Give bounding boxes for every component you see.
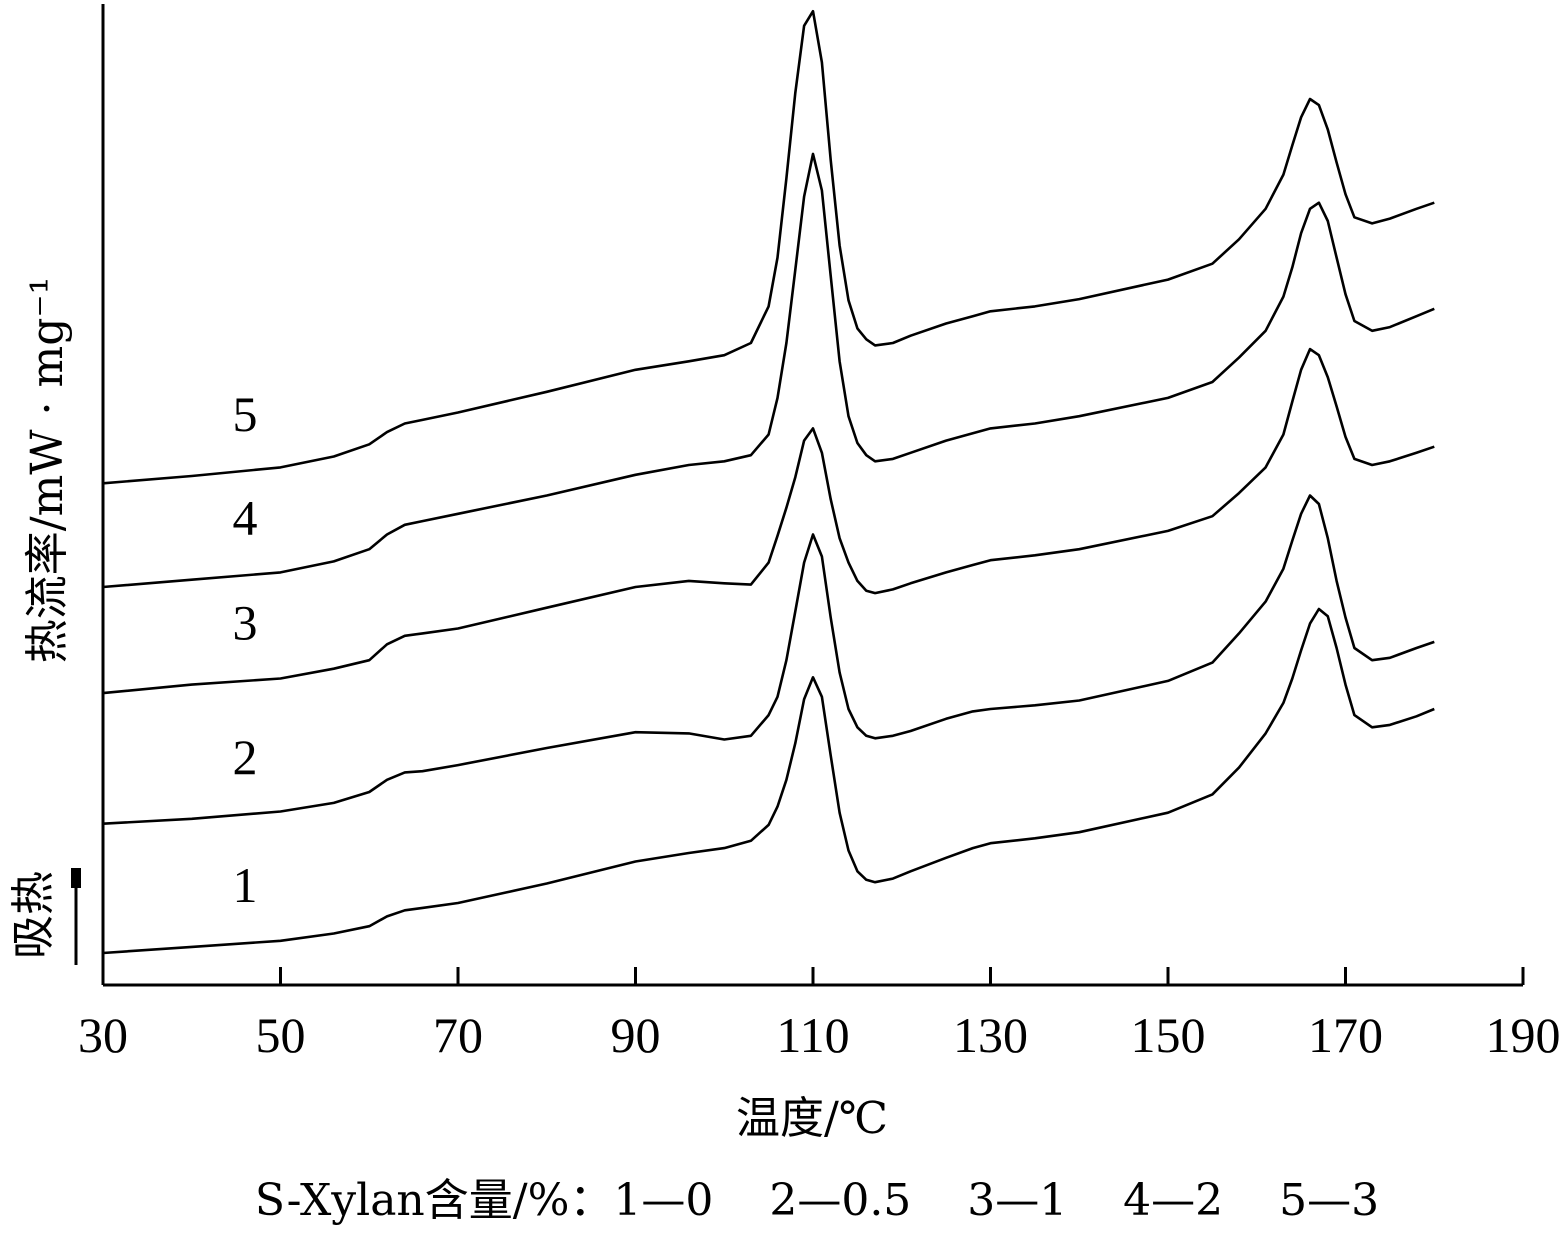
curve-label-3: 3: [233, 595, 258, 651]
curve-labels: 1 2 3 4 5: [233, 386, 258, 913]
x-tick-label: 150: [1131, 1007, 1206, 1063]
axes: 30 50 70 90 110 130 150 170 190: [78, 4, 1561, 1063]
legend: S-Xylan含量/%：1—0 2—0.5 3—1 4—2 5—3: [255, 1175, 1379, 1226]
curve-label-5: 5: [233, 386, 258, 442]
x-tick-label: 30: [78, 1007, 128, 1063]
x-tick-label: 50: [256, 1007, 306, 1063]
curve-2: [102, 494, 1435, 825]
curves: [102, 9, 1435, 955]
curve-1: [102, 607, 1435, 955]
curve-label-4: 4: [233, 490, 258, 546]
curve-4: [102, 152, 1435, 589]
x-tick-label: 70: [433, 1007, 483, 1063]
curve-3: [102, 347, 1435, 695]
x-axis-title: 温度/℃: [736, 1093, 888, 1144]
y-axis-title: 热流率/mW · mg⁻¹: [22, 277, 73, 663]
curve-label-2: 2: [233, 729, 258, 785]
x-tick-label: 110: [776, 1007, 849, 1063]
x-tick-label: 130: [953, 1007, 1028, 1063]
endotherm-arrow-head: [71, 868, 81, 888]
x-tick-label: 190: [1486, 1007, 1561, 1063]
curve-label-1: 1: [233, 857, 258, 913]
x-tick-label: 90: [611, 1007, 661, 1063]
x-tick-label: 170: [1308, 1007, 1383, 1063]
endotherm-label: 吸热: [8, 871, 59, 959]
curve-5: [102, 9, 1435, 485]
endotherm-indicator: 吸热: [8, 868, 81, 965]
